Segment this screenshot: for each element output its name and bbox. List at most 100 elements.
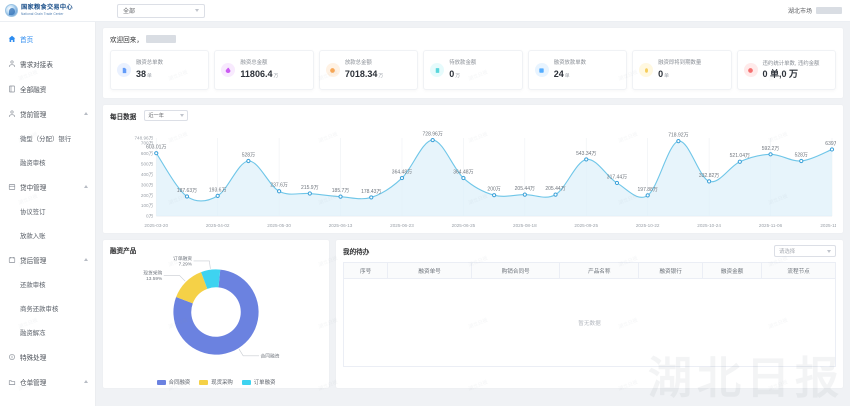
sidebar-item-in-loan[interactable]: 贷中管理 <box>0 174 95 199</box>
svg-text:2025-05-30: 2025-05-30 <box>267 223 291 228</box>
stat-title: 融资放款单数 <box>553 60 587 67</box>
svg-text:205.44万: 205.44万 <box>515 186 535 192</box>
welcome-text: 欢迎回来， <box>110 37 143 44</box>
overview-panel: 欢迎回来， 融资总单数 38单 <box>102 27 844 99</box>
svg-text:合同融资: 合同融资 <box>261 352 280 359</box>
sidebar-item-post-loan-label: 贷后管理 <box>20 257 47 265</box>
stat-card-pending-disbursement-amount[interactable]: 待放款金额 0万 <box>423 50 523 90</box>
paid-doc-icon <box>534 63 549 77</box>
money-bag-icon <box>221 63 236 77</box>
legend-label: 现货采购 <box>211 380 233 386</box>
stat-value: 0万 <box>449 68 461 79</box>
col-bank: 融资银行 <box>638 262 704 279</box>
sidebar-subitem-disbursement-entry[interactable]: 放款入账 <box>20 232 46 240</box>
stat-card-total-financing-amount[interactable]: 融资总金额 11806.4万 <box>214 50 314 90</box>
chevron-up-icon <box>84 258 88 261</box>
sidebar-item-all-financing[interactable]: 全部融资 <box>0 76 95 101</box>
sidebar-item-in-loan-label: 贷中管理 <box>20 184 47 192</box>
stat-card-list: 融资总单数 38单 融资总金额 11806.4万 <box>110 50 836 90</box>
col-financing-no: 融资单号 <box>387 262 472 279</box>
daily-data-panel: 每日数据 近一年 748.96万 700万 600万 500万 400万 300万 200万… <box>102 104 844 234</box>
daily-data-title: 每日数据 <box>110 113 137 121</box>
svg-text:2025-11-18: 2025-11-18 <box>820 223 836 228</box>
legend-swatch <box>199 379 209 385</box>
legend-item-contract-financing[interactable]: 合同融资 <box>156 378 190 386</box>
legend-item-spot-purchase[interactable]: 现货采购 <box>199 378 233 386</box>
svg-text:2025-10-22: 2025-10-22 <box>636 223 660 228</box>
sidebar-subitem-agreement-sign[interactable]: 协议签订 <box>20 208 46 216</box>
stat-unit: 单 <box>564 73 570 79</box>
sidebar-item-special-handling-label: 特殊处理 <box>20 354 47 362</box>
brand-name-en: National Grain Trade Center <box>21 11 64 16</box>
stat-title: 放款总金额 <box>344 60 372 67</box>
bottom-row: 融资产品 合同融资 现货采购 13.59% 订单融资 7.29% 合同融资 现货采购 <box>102 239 844 389</box>
svg-text:200万: 200万 <box>487 187 500 193</box>
svg-text:178.43万: 178.43万 <box>361 189 381 195</box>
legend-item-order-financing[interactable]: 订单融资 <box>241 378 275 386</box>
stat-value: 7018.34万 <box>344 68 384 79</box>
sidebar-item-home[interactable]: 首页 <box>0 26 95 51</box>
todo-filter-placeholder: 请选择 <box>779 249 796 255</box>
body-row: 首页 需求对接表 全部融资 贷前管理 微型（ <box>0 22 850 406</box>
svg-text:364.48万: 364.48万 <box>392 170 412 176</box>
svg-text:2025-06-23: 2025-06-23 <box>390 223 414 228</box>
svg-text:2025-06-13: 2025-06-13 <box>329 223 353 228</box>
svg-text:700万: 700万 <box>141 141 154 147</box>
wallet-icon <box>430 63 445 77</box>
date-range-select[interactable]: 近一年 <box>144 110 189 121</box>
sidebar-item-demand-table[interactable]: 需求对接表 <box>0 51 95 76</box>
stat-value: 0单 <box>658 68 669 79</box>
scope-select-value: 全部 <box>123 9 136 15</box>
sidebar-item-pre-loan[interactable]: 贷前管理 <box>0 101 95 126</box>
stat-card-disbursed-order-count[interactable]: 融资放款单数 24单 <box>527 50 628 90</box>
todo-empty-state: 暂无数据 <box>343 279 836 367</box>
top-bar: 国家粮食交易中心 National Grain Trade Center 全部 … <box>0 0 850 22</box>
my-todo-header: 我的待办 请选择 <box>343 245 836 257</box>
stat-title: 融资总金额 <box>240 60 268 67</box>
daily-data-header: 每日数据 近一年 <box>110 110 836 121</box>
svg-text:543.34万: 543.34万 <box>576 151 596 157</box>
document-icon <box>117 63 131 77</box>
list-icon <box>8 85 16 93</box>
svg-text:332.82万: 332.82万 <box>699 173 719 179</box>
svg-text:0万: 0万 <box>146 214 154 220</box>
svg-text:748.96万: 748.96万 <box>134 136 153 142</box>
stat-card-total-financing-orders[interactable]: 融资总单数 38单 <box>110 50 210 90</box>
market-label: 湖北市场 <box>787 9 812 15</box>
sidebar-subitem-financing-review[interactable]: 融资审核 <box>20 159 46 167</box>
svg-text:2025-09-25: 2025-09-25 <box>574 223 598 228</box>
svg-text:2025-04-02: 2025-04-02 <box>206 223 230 228</box>
scope-select[interactable]: 全部 <box>117 3 205 18</box>
stat-value: 0 单,0 万 <box>762 69 799 80</box>
sidebar-subitem-assign-bank[interactable]: 微型（分配）银行 <box>20 135 72 143</box>
sidebar-item-special-handling[interactable]: 特殊处理 <box>0 344 95 369</box>
brand-logo[interactable]: 国家粮食交易中心 National Grain Trade Center <box>0 4 96 17</box>
svg-text:100万: 100万 <box>141 203 154 209</box>
svg-text:300万: 300万 <box>141 182 154 188</box>
todo-filter-select[interactable]: 请选择 <box>774 245 836 257</box>
daily-line-chart[interactable]: 748.96万 700万 600万 500万 400万 300万 200万 100万 0万 603… <box>110 122 836 230</box>
coin-icon <box>325 63 340 77</box>
sidebar-subitem-repayment-review[interactable]: 还款审核 <box>20 281 46 289</box>
stat-unit: 万 <box>273 73 279 79</box>
grain-center-logo-icon <box>5 4 18 17</box>
svg-text:528万: 528万 <box>795 153 808 159</box>
sidebar-subitem-business-repayment-review[interactable]: 商务还款审核 <box>20 305 59 313</box>
svg-text:2025-06-25: 2025-06-25 <box>452 223 476 228</box>
stat-card-default-stats[interactable]: 违约统计单数, 违约金额 0 单,0 万 <box>736 50 836 90</box>
my-todo-panel: 我的待办 请选择 序号 融资单号 购销合同号 产品名称 融资银行 <box>335 239 844 389</box>
financing-products-title: 融资产品 <box>110 248 137 255</box>
svg-text:2025-08-18: 2025-08-18 <box>513 223 537 228</box>
svg-text:728.96万: 728.96万 <box>423 132 443 138</box>
legend-swatch <box>156 379 166 385</box>
sidebar-item-post-loan[interactable]: 贷后管理 <box>0 247 95 272</box>
svg-text:7.29%: 7.29% <box>179 261 193 267</box>
sidebar-subitem-financing-unfreeze[interactable]: 融资解冻 <box>20 329 46 337</box>
financing-products-donut-chart[interactable]: 合同融资 现货采购 13.59% 订单融资 7.29% <box>110 255 322 373</box>
stat-card-expiring-soon-count[interactable]: 融资即将到期数量 0单 <box>632 50 732 90</box>
stat-card-total-disbursed-amount[interactable]: 放款总金额 7018.34万 <box>318 50 419 90</box>
svg-text:2025-03-20: 2025-03-20 <box>144 223 168 228</box>
col-process-node: 流程节点 <box>761 262 836 279</box>
sidebar-item-warehouse-receipt[interactable]: 仓单管理 <box>0 369 95 394</box>
sidebar-item-warehouse-receipt-label: 仓单管理 <box>20 379 47 387</box>
